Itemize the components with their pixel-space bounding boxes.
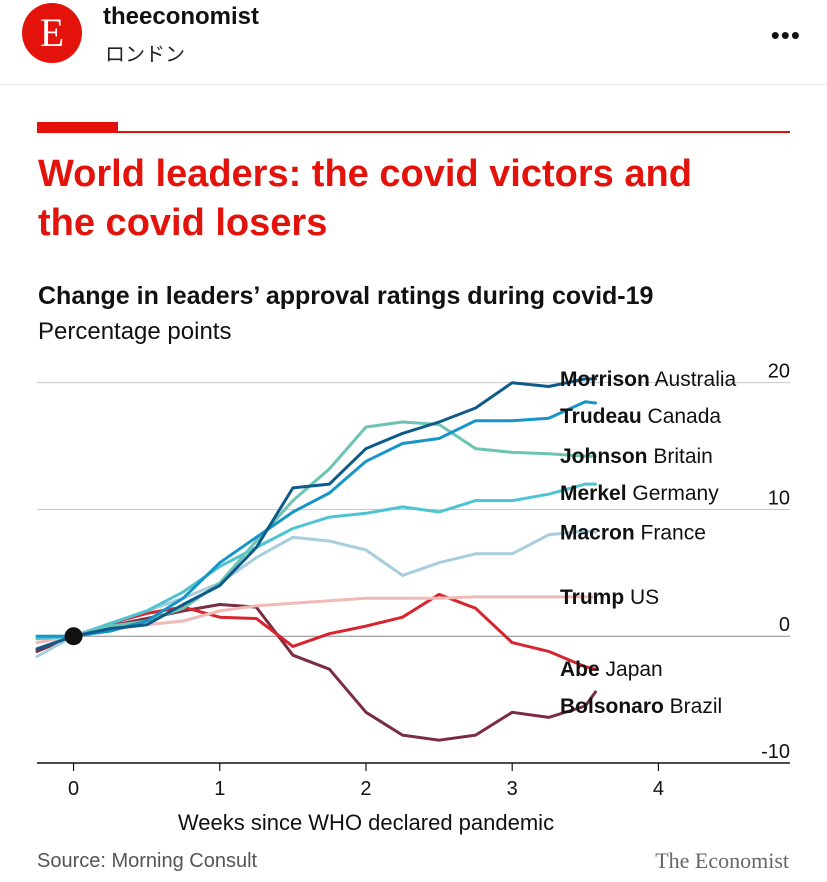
post-header: E theeconomist ロンドン •••	[0, 0, 827, 85]
line-chart: 20 10 0 -10 0 1 2 3 4 Weeks since WHO declared pa…	[35, 361, 790, 835]
account-location[interactable]: ロンドン	[105, 44, 185, 66]
avatar[interactable]: E	[22, 3, 82, 63]
series-line-merkel	[35, 482, 597, 641]
y-tick-label: 10	[768, 487, 790, 509]
series-label-trump: Trump US	[560, 586, 659, 609]
leader-country: US	[624, 586, 659, 609]
leader-name: Trump	[560, 586, 624, 609]
leader-name: Merkel	[560, 482, 627, 505]
series-line-johnson	[35, 420, 597, 638]
y-tick-label: 20	[768, 361, 790, 383]
top-rule	[37, 131, 790, 133]
series-label-johnson: Johnson Britain	[560, 445, 713, 468]
leader-name: Abe	[560, 658, 600, 681]
leader-name: Morrison	[560, 368, 650, 391]
x-tick-label: 0	[68, 778, 79, 800]
x-tick-label: 1	[214, 778, 225, 800]
series-label-merkel: Merkel Germany	[560, 482, 719, 505]
leader-country: France	[635, 521, 706, 544]
leader-name: Trudeau	[560, 405, 642, 428]
series-line-morrison	[35, 377, 597, 651]
series-line-abe	[35, 592, 597, 671]
series-line-trudeau	[35, 400, 597, 638]
y-tick-label: -10	[761, 741, 790, 763]
avatar-letter: E	[39, 10, 65, 55]
series-label-abe: Abe Japan	[560, 658, 663, 681]
leader-name: Bolsonaro	[560, 695, 664, 718]
source-note: Source: Morning Consult	[37, 850, 258, 872]
leader-country: Canada	[642, 405, 722, 428]
series-label-macron: Macron France	[560, 521, 706, 544]
chart-subtitle: Change in leaders’ approval ratings duri…	[38, 282, 654, 310]
leader-country: Brazil	[664, 695, 722, 718]
leader-country: Germany	[627, 482, 720, 505]
ellipsis-icon[interactable]: •••	[770, 20, 801, 50]
leader-country: Britain	[648, 445, 713, 468]
leader-country: Japan	[600, 658, 663, 681]
leader-country: Australia	[650, 368, 737, 391]
account-name[interactable]: theeconomist	[103, 3, 260, 30]
brand-wordmark: The Economist	[655, 848, 789, 873]
chart-unit: Percentage points	[38, 318, 232, 345]
series-label-trudeau: Trudeau Canada	[560, 405, 721, 428]
x-tick-label: 4	[653, 778, 664, 800]
headline: World leaders: the covid victors and the…	[38, 153, 692, 244]
series-label-morrison: Morrison Australia	[560, 368, 737, 391]
y-tick-label: 0	[779, 614, 790, 636]
leader-name: Macron	[560, 521, 635, 544]
x-tick-label: 3	[507, 778, 518, 800]
leader-name: Johnson	[560, 445, 648, 468]
start-point-marker	[64, 627, 83, 646]
series-label-bolsonaro: Bolsonaro Brazil	[560, 695, 722, 718]
x-axis-label: Weeks since WHO declared pandemic	[178, 810, 554, 835]
x-tick-label: 2	[360, 778, 371, 800]
red-tag-bar	[37, 122, 118, 132]
series-line-bolsonaro	[35, 603, 597, 742]
